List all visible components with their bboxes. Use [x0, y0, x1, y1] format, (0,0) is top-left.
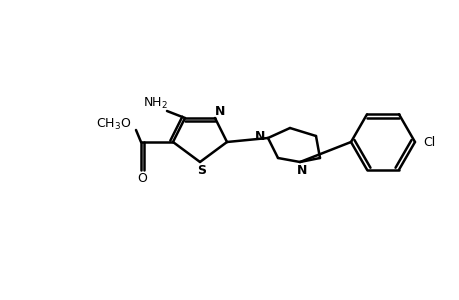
Text: CH$_3$O: CH$_3$O — [96, 116, 131, 132]
Text: NH$_2$: NH$_2$ — [142, 95, 167, 111]
Text: Cl: Cl — [422, 136, 434, 148]
Text: N: N — [296, 164, 307, 176]
Text: S: S — [197, 164, 206, 176]
Text: N: N — [254, 130, 264, 142]
Text: N: N — [214, 104, 225, 118]
Text: O: O — [137, 172, 146, 185]
